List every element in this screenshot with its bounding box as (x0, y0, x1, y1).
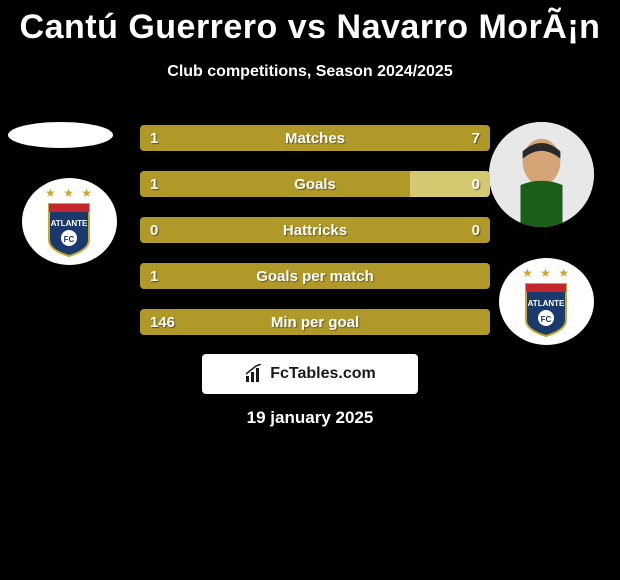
club-stars-icon: ★ ★ ★ (522, 266, 571, 280)
svg-text:ATLANTE: ATLANTE (528, 299, 565, 308)
club-stars-icon: ★ ★ ★ (45, 186, 94, 200)
svg-text:ATLANTE: ATLANTE (51, 219, 88, 228)
stat-label: Goals (294, 176, 336, 193)
svg-text:FC: FC (64, 235, 75, 244)
player-right-club-badge: ★ ★ ★ ATLANTE FC (499, 258, 594, 345)
player-left-avatar (8, 122, 113, 148)
stat-bar-left (140, 125, 184, 151)
stats-container: 1 7 Matches 1 0 Goals 0 0 Hattricks 1 Goals per ma… (140, 125, 490, 355)
stat-bar-left (140, 171, 410, 197)
stat-value-right: 7 (472, 130, 480, 147)
stat-row: 1 7 Matches (140, 125, 490, 151)
stat-value-right: 0 (472, 176, 480, 193)
stat-label: Matches (285, 130, 345, 147)
stat-value-left: 146 (150, 314, 175, 331)
comparison-subtitle: Club competitions, Season 2024/2025 (0, 63, 620, 81)
svg-text:FC: FC (541, 315, 552, 324)
comparison-title: Cantú Guerrero vs Navarro MorÃ¡n (0, 0, 620, 47)
player-right-avatar (489, 122, 594, 227)
stat-label: Min per goal (271, 314, 359, 331)
player-left-club-badge: ★ ★ ★ ATLANTE FC (22, 178, 117, 265)
date-text: 19 january 2025 (247, 408, 374, 428)
stat-label: Goals per match (256, 268, 374, 285)
stat-value-left: 1 (150, 130, 158, 147)
chart-icon (244, 364, 264, 384)
stat-value-right: 0 (472, 222, 480, 239)
stat-value-left: 1 (150, 176, 158, 193)
stat-row: 1 0 Goals (140, 171, 490, 197)
stat-value-left: 1 (150, 268, 158, 285)
stat-value-left: 0 (150, 222, 158, 239)
stat-row: 146 Min per goal (140, 309, 490, 335)
club-shield-icon: ATLANTE FC (45, 202, 93, 258)
club-shield-icon: ATLANTE FC (522, 282, 570, 338)
stat-label: Hattricks (283, 222, 347, 239)
stat-row: 0 0 Hattricks (140, 217, 490, 243)
watermark-text: FcTables.com (270, 365, 376, 383)
stat-row: 1 Goals per match (140, 263, 490, 289)
watermark-box: FcTables.com (202, 354, 418, 394)
